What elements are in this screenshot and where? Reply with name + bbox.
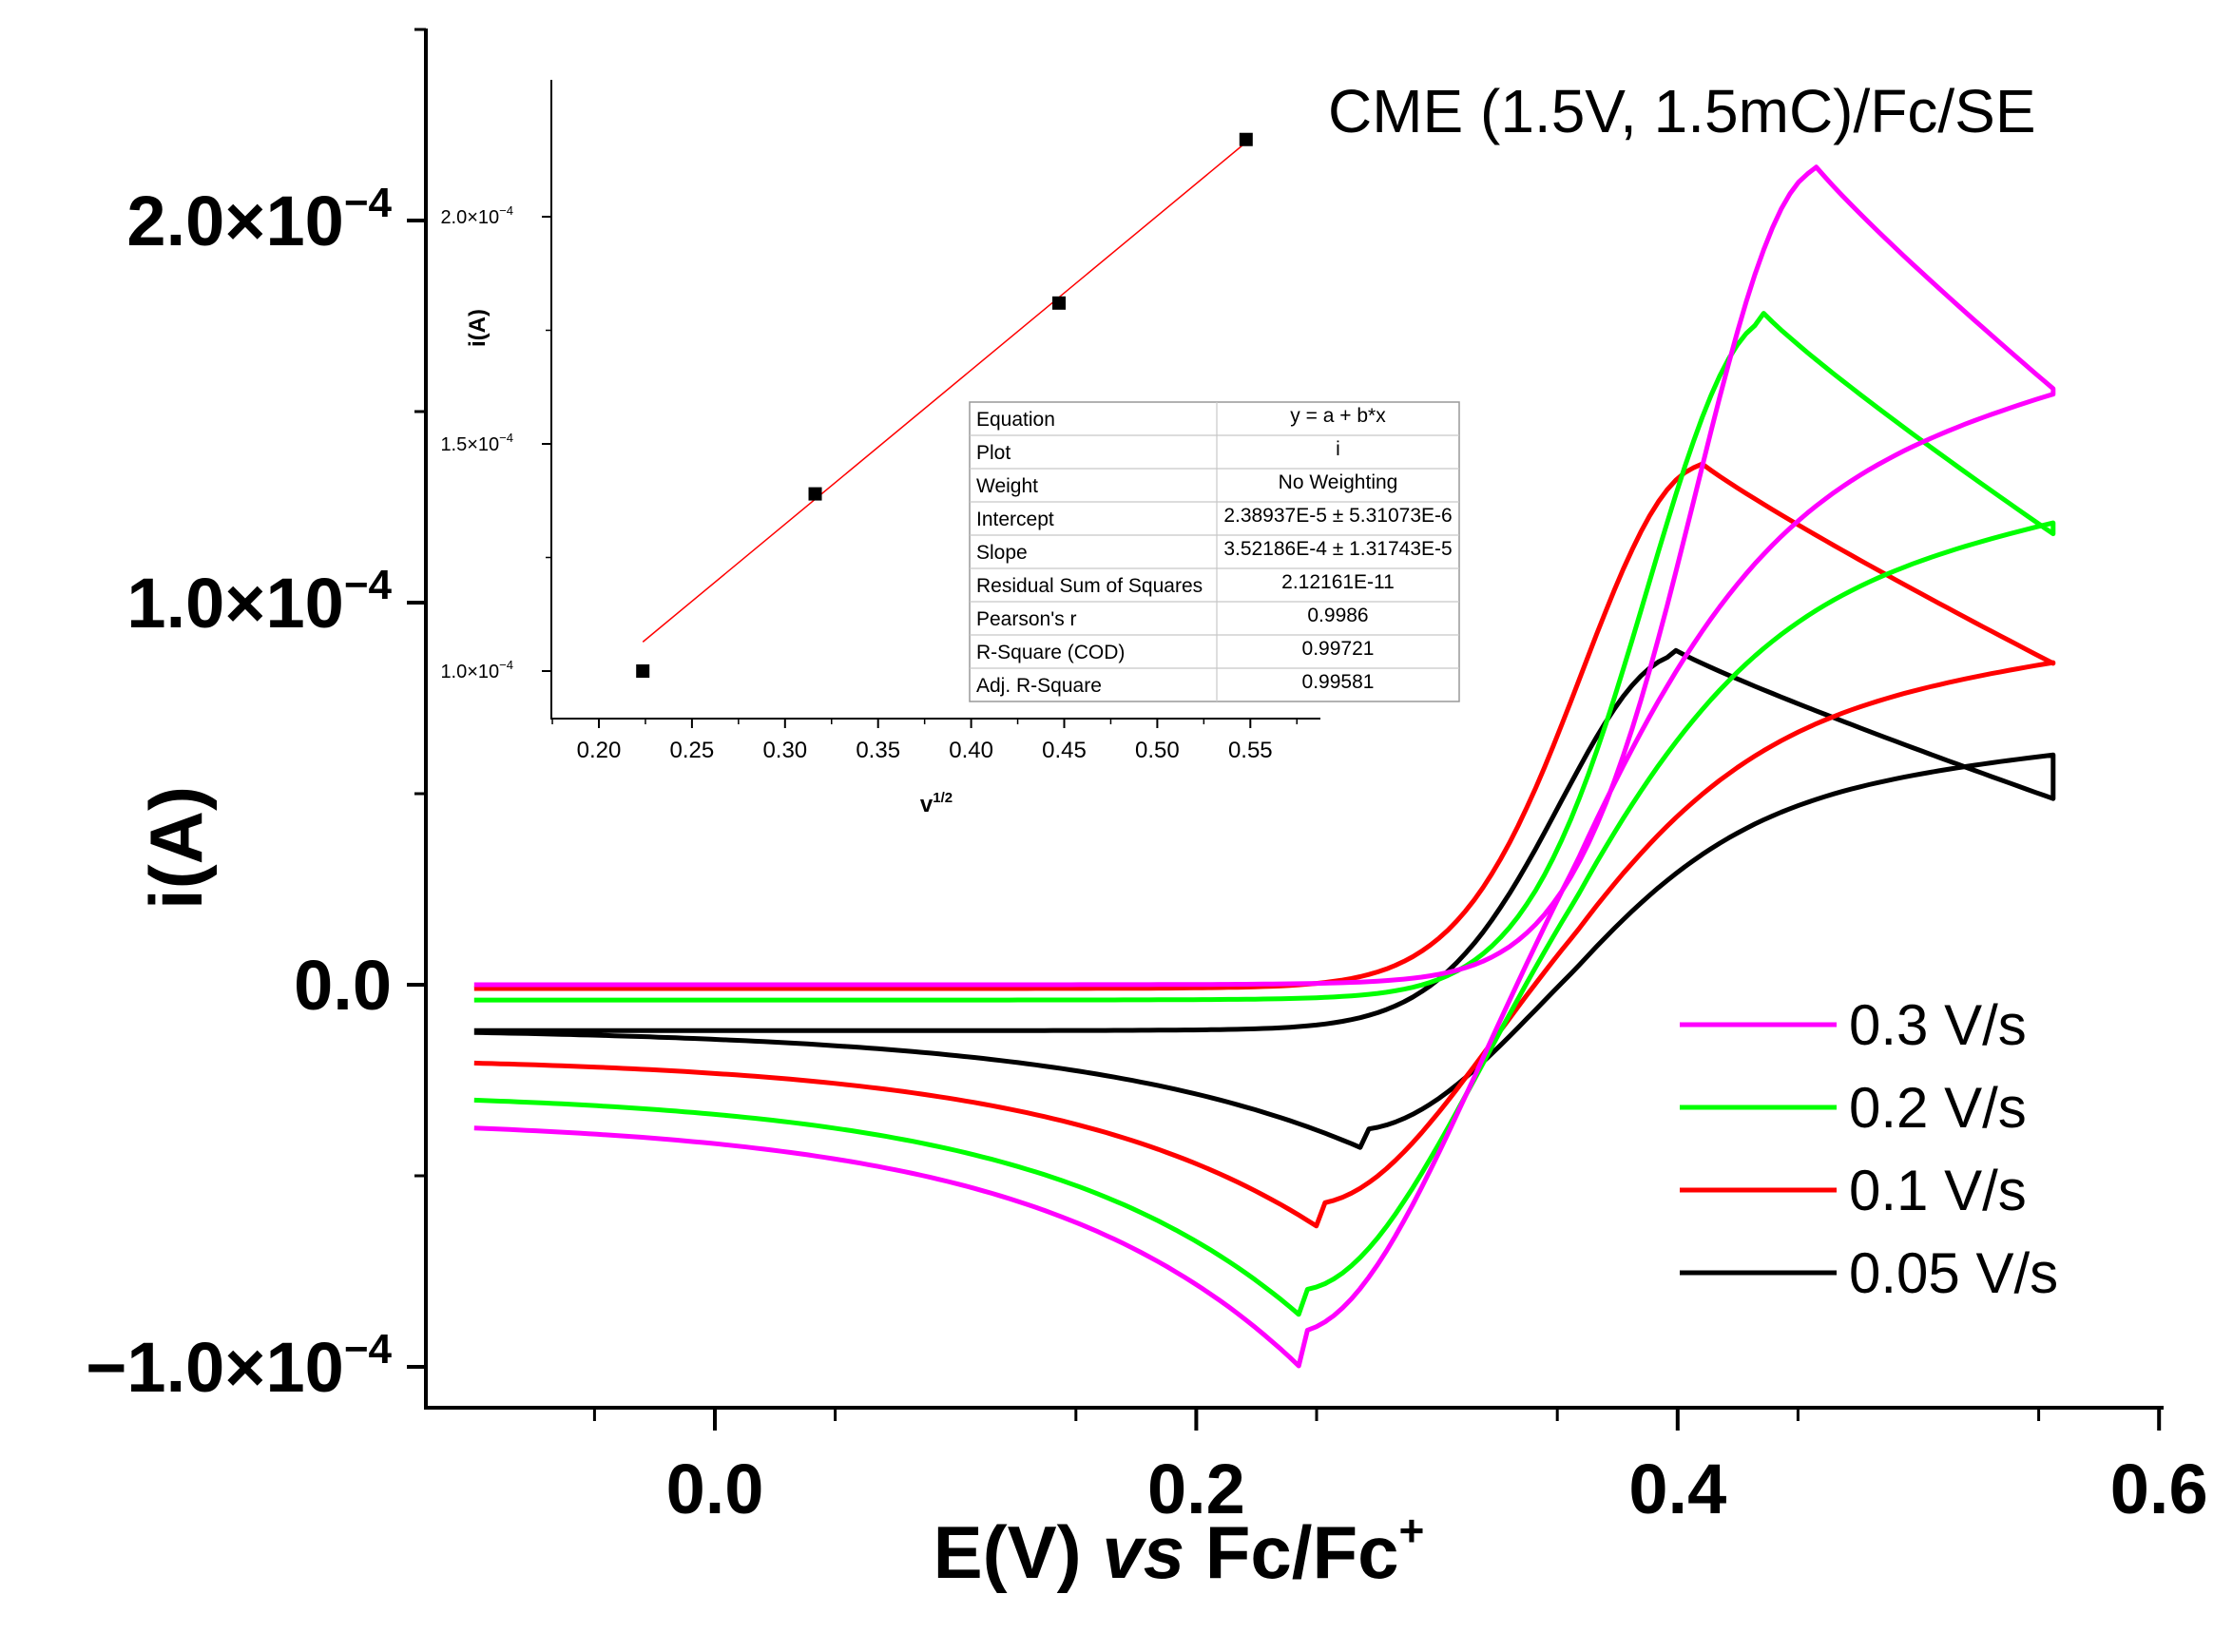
inset-x-tick-label: 0.50 [1135, 738, 1180, 763]
inset-y-ticks: 1.0×10−4 1.5×10−4 2.0×10−4 [440, 203, 551, 682]
inset-data-point [1052, 296, 1067, 310]
main-axes [424, 29, 2164, 1410]
fit-table-border [969, 401, 1460, 702]
x-tick-label: 0.2 [1147, 1450, 1245, 1528]
y-tick-label: −1.0×10−4 [86, 1326, 392, 1407]
fit-table-value: i [1336, 438, 1340, 460]
cv-curve-0-2-V-s [473, 311, 2056, 1317]
fit-table-label: Intercept [976, 509, 1054, 530]
x-tick-label: 0.6 [2110, 1450, 2208, 1528]
fit-results-table: Equation y = a + b*x Plot i Weight No Weighti… [969, 401, 1460, 702]
inset-y-axis-label: i(A) [465, 309, 491, 347]
fit-table-label: Weight [976, 475, 1038, 497]
inset-y-tick-label: 1.0×10−4 [440, 658, 513, 682]
legend-label: 0.3 V/s [1849, 993, 2027, 1057]
inset-x-axis-label: v1/2 [920, 790, 953, 817]
legend-label: 0.2 V/s [1849, 1076, 2027, 1140]
fit-table-value: 0.9986 [1307, 605, 1368, 626]
inset-x-tick-label: 0.55 [1228, 738, 1273, 763]
main-axis-lines [424, 29, 2164, 1410]
inset-data-points [636, 132, 1253, 678]
inset-data-point [808, 487, 822, 501]
inset-x-tick-label: 0.35 [856, 738, 900, 763]
fit-table-value: 0.99581 [1302, 671, 1375, 693]
voltammogram-curves [473, 164, 2056, 1369]
x-tick-label: 0.4 [1628, 1450, 1726, 1528]
fit-table-value: 2.38937E-5 ± 5.31073E-6 [1223, 505, 1452, 527]
y-tick-label: 2.0×10−4 [126, 180, 392, 260]
fit-table-label: Adj. R-Square [976, 675, 1102, 697]
inset-x-tick-label: 0.40 [949, 738, 993, 763]
fit-table-label: Slope [976, 542, 1028, 564]
fit-table-label: Pearson's r [976, 608, 1077, 630]
fit-table-value: y = a + b*x [1290, 405, 1386, 427]
inset-x-tick-label: 0.45 [1042, 738, 1087, 763]
fit-table-label: R-Square (COD) [976, 642, 1125, 663]
legend-label: 0.05 V/s [1849, 1241, 2058, 1305]
inset-data-point [1239, 132, 1253, 146]
fit-table-label: Plot [976, 442, 1011, 464]
chart-title: CME (1.5V, 1.5mC)/Fc/SE [1328, 77, 2036, 145]
main-y-ticks: −1.0×10−4 0.0 1.0×10−4 2.0×10−4 [86, 28, 426, 1407]
x-axis-label: E(V) vs Fc/Fc+ [934, 1506, 1425, 1594]
cv-curve-0-1-V-s [473, 461, 2056, 1229]
x-tick-label: 0.0 [666, 1450, 764, 1528]
inset-x-ticks: 0.20 0.25 0.30 0.35 0.40 0.45 0.50 0.55 [551, 719, 1298, 763]
fit-table-value: 0.99721 [1302, 638, 1375, 660]
fit-table-value: No Weighting [1279, 471, 1398, 493]
legend-label: 0.1 V/s [1849, 1159, 2027, 1222]
inset-fit-line [642, 142, 1247, 643]
fit-table-label: Equation [976, 409, 1055, 431]
inset-x-tick-label: 0.30 [762, 738, 807, 763]
cv-curve-0-3-V-s [473, 164, 2056, 1369]
y-tick-label: 1.0×10−4 [126, 562, 392, 643]
legend: 0.3 V/s 0.2 V/s 0.1 V/s 0.05 V/s [1680, 993, 2058, 1305]
inset-x-tick-label: 0.20 [577, 738, 622, 763]
main-x-ticks: 0.0 0.2 0.4 0.6 [592, 1408, 2208, 1528]
inset-plot: 0.20 0.25 0.30 0.35 0.40 0.45 0.50 0.55 1.0×10−… [440, 80, 1460, 817]
inset-y-tick-label: 1.5×10−4 [440, 431, 513, 455]
fit-table-label: Residual Sum of Squares [976, 575, 1203, 597]
fit-table-value: 2.12161E-11 [1281, 571, 1395, 593]
cv-curve-0-05-V-s [473, 647, 2056, 1150]
y-axis-label: i(A) [134, 786, 218, 910]
inset-y-tick-label: 2.0×10−4 [440, 203, 513, 228]
inset-data-point [636, 664, 650, 678]
fit-table-value: 3.52186E-4 ± 1.31743E-5 [1223, 538, 1452, 560]
inset-x-tick-label: 0.25 [670, 738, 715, 763]
y-tick-label: 0.0 [294, 946, 392, 1025]
